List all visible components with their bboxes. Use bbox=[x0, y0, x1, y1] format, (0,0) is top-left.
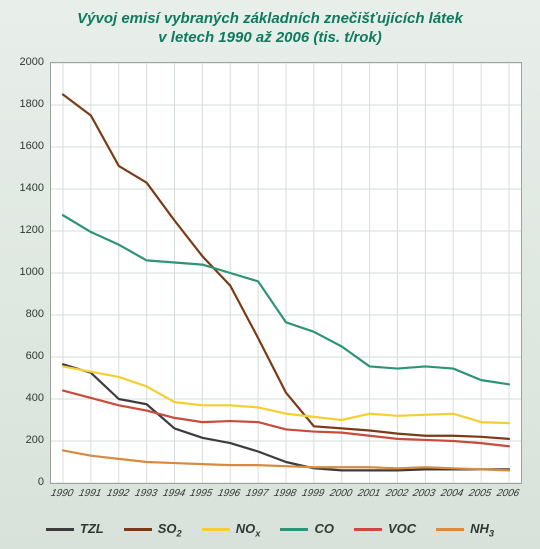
x-tick-label: 2005 bbox=[468, 488, 493, 499]
legend-item-VOC: VOC bbox=[354, 521, 416, 536]
legend-item-NH3: NH3 bbox=[436, 521, 494, 539]
x-tick-label: 2000 bbox=[328, 488, 353, 499]
y-tick-label: 600 bbox=[4, 350, 44, 362]
y-tick-label: 1800 bbox=[4, 98, 44, 110]
chart-title: Vývoj emisí vybraných základních znečišť… bbox=[0, 10, 540, 48]
x-tick-label: 1992 bbox=[105, 488, 130, 499]
x-tick-label: 1993 bbox=[133, 488, 158, 499]
legend-label: NOx bbox=[236, 521, 261, 536]
y-tick-label: 2000 bbox=[4, 56, 44, 68]
x-tick-label: 1999 bbox=[301, 488, 326, 499]
legend-label: SO2 bbox=[158, 521, 182, 536]
x-tick-label: 1997 bbox=[245, 488, 270, 499]
chart-frame: Vývoj emisí vybraných základních znečišť… bbox=[0, 0, 540, 549]
legend-item-CO: CO bbox=[280, 521, 334, 536]
y-tick-label: 1200 bbox=[4, 224, 44, 236]
legend-swatch bbox=[124, 528, 152, 531]
plot-svg bbox=[51, 63, 521, 483]
y-tick-label: 0 bbox=[4, 476, 44, 488]
x-tick-label: 1991 bbox=[78, 488, 103, 499]
x-tick-label: 1998 bbox=[273, 488, 298, 499]
x-tick-label: 2004 bbox=[440, 488, 465, 499]
legend-item-SO2: SO2 bbox=[124, 521, 182, 539]
x-tick-label: 2001 bbox=[356, 488, 381, 499]
title-line-2: v letech 1990 až 2006 (tis. t/rok) bbox=[158, 29, 381, 46]
legend-label: TZL bbox=[80, 521, 104, 536]
x-tick-label: 2006 bbox=[496, 488, 521, 499]
legend-label: NH3 bbox=[470, 521, 494, 536]
legend-swatch bbox=[436, 528, 464, 531]
legend-swatch bbox=[46, 528, 74, 531]
legend: TZL SO2 NOx CO VOC NH3 bbox=[0, 521, 540, 539]
y-tick-label: 400 bbox=[4, 392, 44, 404]
y-tick-label: 1000 bbox=[4, 266, 44, 278]
x-tick-label: 1990 bbox=[50, 488, 75, 499]
legend-label: CO bbox=[314, 521, 334, 536]
legend-label: VOC bbox=[388, 521, 416, 536]
title-line-1: Vývoj emisí vybraných základních znečišť… bbox=[77, 10, 463, 27]
x-tick-label: 1994 bbox=[161, 488, 186, 499]
plot-area bbox=[50, 62, 522, 484]
y-tick-label: 1600 bbox=[4, 140, 44, 152]
legend-swatch bbox=[202, 528, 230, 531]
legend-item-TZL: TZL bbox=[46, 521, 104, 536]
legend-swatch bbox=[280, 528, 308, 531]
y-tick-label: 800 bbox=[4, 308, 44, 320]
x-tick-label: 2002 bbox=[384, 488, 409, 499]
x-tick-label: 2003 bbox=[412, 488, 437, 499]
legend-item-NOx: NOx bbox=[202, 521, 261, 539]
x-tick-label: 1995 bbox=[189, 488, 214, 499]
y-tick-label: 200 bbox=[4, 434, 44, 446]
x-tick-label: 1996 bbox=[217, 488, 242, 499]
y-tick-label: 1400 bbox=[4, 182, 44, 194]
legend-swatch bbox=[354, 528, 382, 531]
